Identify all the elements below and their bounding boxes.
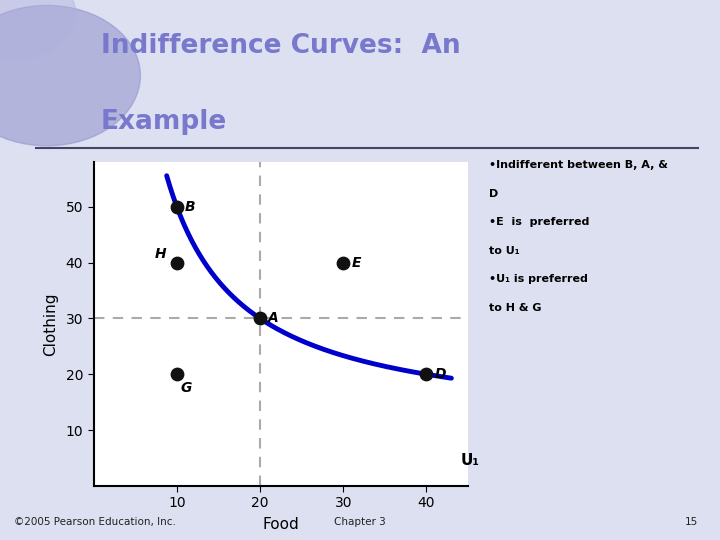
Text: •E  is  preferred: •E is preferred [489,217,590,227]
Text: 15: 15 [685,517,698,528]
Point [171,258,183,267]
Text: E: E [351,255,361,269]
Text: D: D [435,367,446,381]
Text: Example: Example [101,109,227,135]
Text: B: B [185,200,196,214]
X-axis label: Food: Food [262,517,300,532]
Point [338,258,349,267]
Text: Chapter 3: Chapter 3 [334,517,386,528]
Text: D: D [489,189,498,199]
Text: A: A [269,312,279,326]
Text: H: H [156,247,167,261]
Text: to H & G: to H & G [489,302,541,313]
Text: to U₁: to U₁ [489,246,520,256]
Text: Indifference Curves:  An: Indifference Curves: An [101,33,460,59]
Text: •Indifferent between B, A, &: •Indifferent between B, A, & [489,160,668,171]
Point [171,370,183,379]
Point [254,314,266,323]
Point [171,202,183,211]
Text: •U₁ is preferred: •U₁ is preferred [489,274,588,284]
Text: G: G [181,381,192,395]
Point [420,370,432,379]
Text: ©2005 Pearson Education, Inc.: ©2005 Pearson Education, Inc. [14,517,176,528]
Y-axis label: Clothing: Clothing [44,292,58,356]
Text: U₁: U₁ [460,453,480,468]
